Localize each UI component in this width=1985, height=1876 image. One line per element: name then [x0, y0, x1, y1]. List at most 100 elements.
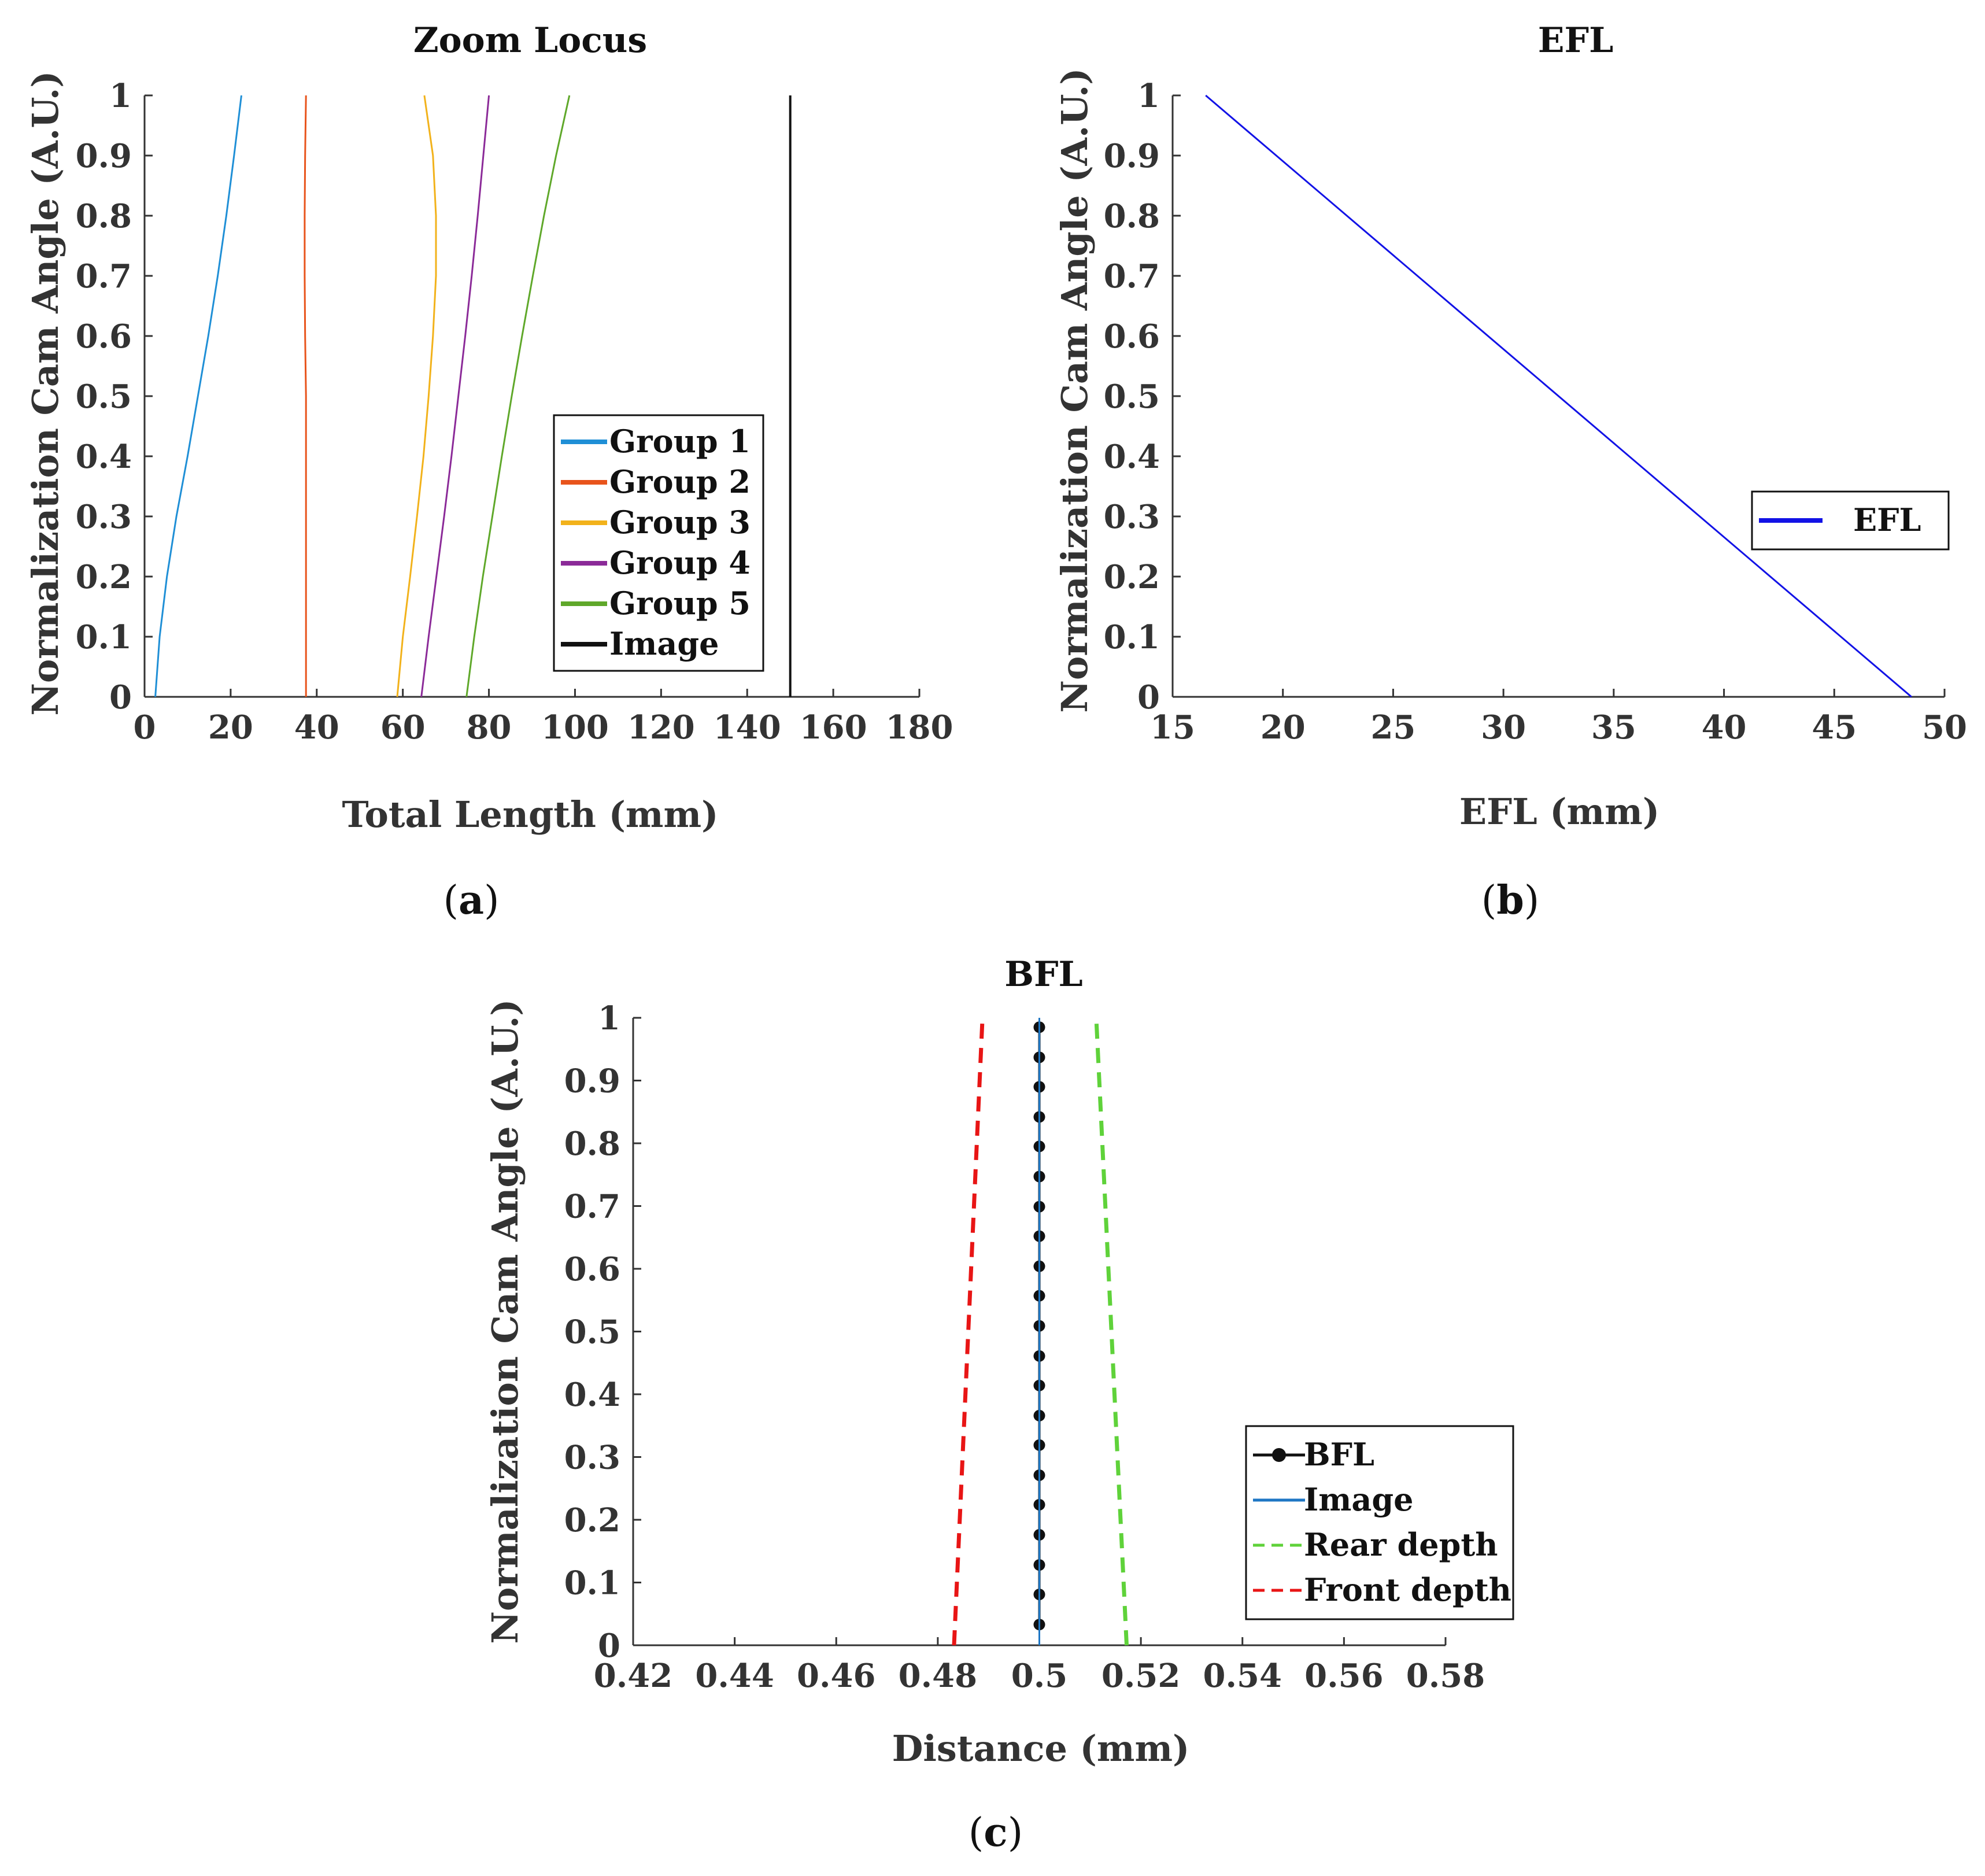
- chart-c-x-tick-label: 0.54: [1203, 1657, 1282, 1695]
- chart-a-y-tick-label: 0: [109, 678, 132, 717]
- chart-c-xlabel: Distance (mm): [892, 1727, 1190, 1770]
- chart-b-y-tick-label: 0.1: [1104, 618, 1160, 656]
- chart-b-x-tick-label: 25: [1370, 708, 1415, 747]
- chart-a-x-tick-label: 0: [134, 708, 156, 747]
- chart-b-y-tick-label: 0.6: [1104, 317, 1160, 356]
- chart-b-x-tick-label: 20: [1261, 708, 1306, 747]
- chart-c-y-tick-label: 0.2: [564, 1501, 620, 1539]
- chart-a-series-group-2: [304, 95, 307, 697]
- chart-b-legend-label: EFL: [1853, 501, 1921, 538]
- chart-b-xlabel: EFL (mm): [1459, 791, 1659, 833]
- chart-a-xlabel: Total Length (mm): [342, 793, 719, 836]
- caption-a: (a): [443, 877, 499, 924]
- chart-a-legend-label: Group 4: [609, 544, 751, 581]
- chart-b-y-tick-label: 0.8: [1104, 197, 1160, 235]
- chart-c-legend-marker: [1272, 1448, 1286, 1462]
- chart-a-y-tick-label: 0.3: [76, 498, 132, 536]
- chart-c-x-tick-label: 0.46: [797, 1657, 875, 1695]
- chart-a-x-tick-label: 20: [208, 708, 253, 747]
- chart-b-x-tick-label: 30: [1481, 708, 1526, 747]
- chart-b-y-tick-label: 0.2: [1104, 558, 1160, 596]
- chart-c-axes: 0.42 0.44 0.46 0.48 0.5 0.52 0.54 0.56 0.58 0 0.1 0…: [564, 999, 1485, 1695]
- chart-b-y-tick-label: 0.7: [1104, 257, 1160, 296]
- chart-b-axes: 15 20 25 30 35 40 45 50 0 0.1 0.2 0.3 0.4 0.5 0.6 0.7 0.…: [1104, 77, 1967, 747]
- chart-a-x-tick-label: 180: [886, 708, 953, 747]
- chart-a-x-tick-label: 160: [800, 708, 867, 747]
- chart-a-y-tick-label: 0.2: [76, 558, 132, 596]
- chart-c-x-tick-label: 0.58: [1406, 1657, 1485, 1695]
- chart-a-x-tick-label: 140: [714, 708, 781, 747]
- caption-c: (c): [969, 1809, 1023, 1856]
- chart-c-x-tick-label: 0.44: [695, 1657, 774, 1695]
- chart-a-x-tick-label: 80: [467, 708, 512, 747]
- chart-a-series-group-5: [465, 95, 571, 697]
- chart-a-legend-label: Group 3: [609, 504, 751, 541]
- chart-c-y-tick-label: 0.5: [564, 1313, 620, 1351]
- chart-b-y-tick-label: 1: [1137, 77, 1160, 115]
- chart-c-y-tick-label: 0.8: [564, 1125, 620, 1163]
- chart-b-series: [1205, 94, 1912, 698]
- panel-a-zoom-locus: Zoom Locus Total Length (mm) Normalizati…: [24, 20, 953, 924]
- chart-b-series-efl: [1205, 94, 1912, 698]
- chart-a-series: [154, 95, 792, 697]
- chart-b-x-tick-label: 45: [1812, 708, 1857, 747]
- chart-a-y-tick-label: 0.8: [76, 197, 132, 235]
- chart-c-y-tick-label: 0.1: [564, 1564, 620, 1602]
- chart-c-legend-label: Image: [1304, 1481, 1414, 1518]
- chart-c-x-tick-label: 0.56: [1304, 1657, 1383, 1695]
- chart-b-x-tick-label: 15: [1150, 708, 1195, 747]
- chart-b-title: EFL: [1538, 20, 1614, 61]
- chart-c-legend-label: BFL: [1304, 1436, 1374, 1473]
- chart-c-series-rear-depth: [1094, 1017, 1129, 1646]
- chart-c-legend-box: [1245, 1425, 1514, 1620]
- caption-c-letter: c: [984, 1809, 1007, 1856]
- chart-b-x-tick-label: 50: [1922, 708, 1967, 747]
- caption-a-letter: a: [459, 877, 484, 924]
- chart-b-y-tick-label: 0.9: [1104, 137, 1160, 175]
- chart-b-y-tick-label: 0: [1137, 678, 1160, 717]
- chart-a-axes: 0 20 40 60 80 100 120 140 160 180 0 0.1 0.2 0.3 0.4 0.5…: [76, 77, 953, 747]
- chart-a-legend-label: Image: [609, 625, 719, 662]
- chart-b-y-tick-label: 0.4: [1104, 438, 1160, 476]
- chart-a-y-tick-label: 1: [109, 77, 132, 115]
- chart-b-x-tick-label: 40: [1702, 708, 1747, 747]
- chart-b-y-tick-label: 0.3: [1104, 498, 1160, 536]
- chart-a-y-tick-label: 0.7: [76, 257, 132, 296]
- chart-c-y-tick-label: 0.4: [564, 1376, 620, 1414]
- chart-c-x-tick-label: 0.52: [1101, 1657, 1180, 1695]
- caption-b: (b): [1481, 877, 1540, 924]
- chart-b-y-tick-label: 0.5: [1104, 378, 1160, 416]
- chart-a-legend-label: Group 1: [609, 423, 751, 460]
- chart-a-x-tick-label: 40: [294, 708, 339, 747]
- chart-a-y-tick-label: 0.5: [76, 378, 132, 416]
- chart-a-y-tick-label: 0.4: [76, 438, 132, 476]
- chart-c-legend-label: Front depth: [1304, 1571, 1511, 1608]
- chart-a-x-tick-label: 100: [541, 708, 609, 747]
- chart-a-legend-box: [553, 414, 764, 672]
- chart-c-legend-label: Rear depth: [1304, 1526, 1498, 1563]
- panel-b-efl: EFL EFL (mm) Normalization Cam Angle (A.…: [1054, 20, 1967, 924]
- chart-c-y-tick-label: 1: [598, 999, 620, 1037]
- chart-a-series-group-3: [396, 95, 437, 697]
- chart-c-x-tick-label: 0.48: [899, 1657, 977, 1695]
- chart-a-y-tick-label: 0.1: [76, 618, 132, 656]
- chart-a-title: Zoom Locus: [413, 20, 647, 61]
- chart-a-y-tick-label: 0.6: [76, 317, 132, 356]
- chart-a-series-group-4: [420, 95, 490, 697]
- chart-c-ylabel: Normalization Cam Angle (A.U.): [484, 999, 526, 1644]
- chart-a-legend-label: Group 2: [609, 463, 751, 500]
- chart-a-legend-label: Group 5: [609, 585, 751, 622]
- chart-c-x-tick-label: 0.42: [594, 1657, 672, 1695]
- chart-c-legend: BFL Image Rear depth Front depth: [1245, 1425, 1514, 1620]
- chart-b-legend: EFL: [1751, 490, 1950, 551]
- chart-a-x-tick-label: 120: [627, 708, 695, 747]
- chart-c-y-tick-label: 0.6: [564, 1250, 620, 1288]
- chart-c-title: BFL: [1004, 954, 1083, 995]
- chart-c-series: [952, 1017, 1129, 1646]
- chart-b-x-tick-label: 35: [1591, 708, 1636, 747]
- chart-a-y-tick-label: 0.9: [76, 137, 132, 175]
- chart-a-ylabel: Normalization Cam Angle (A.U.): [24, 71, 66, 715]
- chart-c-x-tick-label: 0.5: [1011, 1657, 1067, 1695]
